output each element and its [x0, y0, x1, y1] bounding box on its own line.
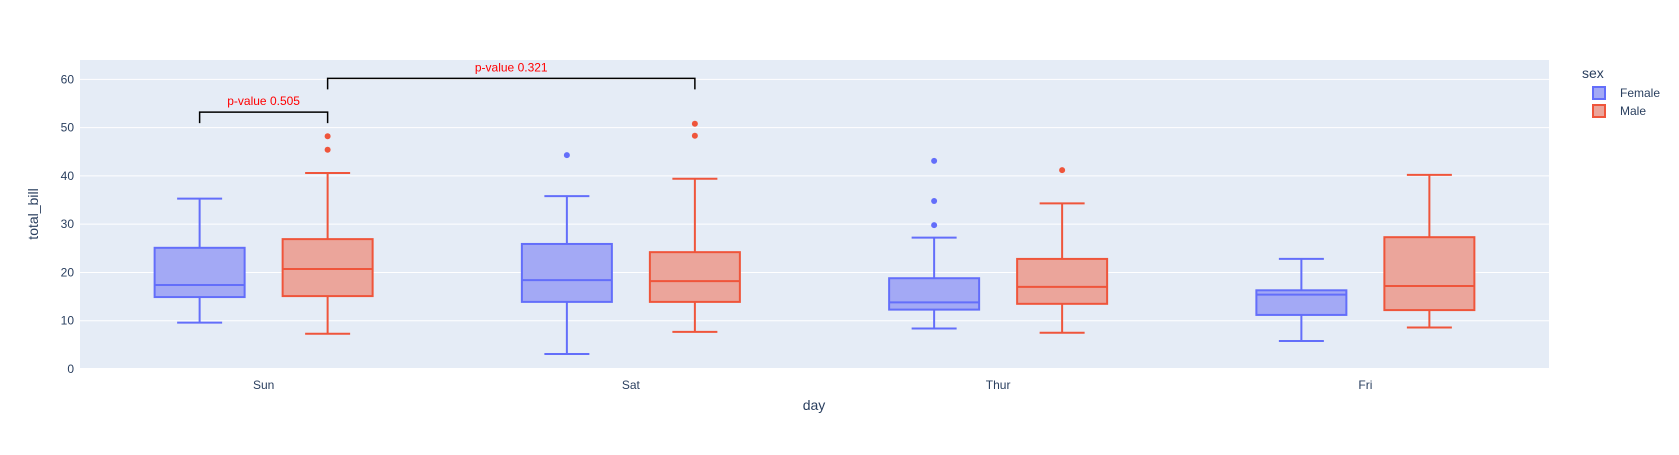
legend-label: Female — [1620, 86, 1660, 100]
box-iqr — [648, 251, 741, 303]
box-iqr — [1016, 257, 1109, 305]
significance-bracket — [326, 77, 696, 90]
box-female-sat — [520, 152, 613, 356]
p-value-label: p-value 0.321 — [475, 60, 548, 74]
y-tick-label: 40 — [61, 169, 75, 183]
boxes-layer — [153, 120, 1476, 356]
box-iqr — [153, 246, 246, 299]
box-female-fri — [1255, 257, 1348, 342]
outlier-point — [563, 152, 570, 159]
box-male-sat — [648, 120, 741, 333]
outlier-point — [931, 157, 938, 164]
outlier-point — [691, 120, 698, 127]
p-value-annotation: p-value 0.505 — [198, 94, 329, 124]
box-male-thur — [1016, 167, 1109, 334]
y-tick-label: 0 — [67, 362, 74, 376]
outlier-point — [324, 133, 331, 140]
outlier-point — [931, 222, 938, 229]
outlier-point — [324, 146, 331, 153]
legend: sex Female Male — [1582, 65, 1660, 118]
p-value-annotation: p-value 0.321 — [326, 60, 696, 90]
x-tick-label: Thur — [986, 378, 1011, 392]
outlier-point — [1059, 167, 1066, 174]
plot-background — [80, 60, 1549, 369]
box-female-sun — [153, 197, 246, 324]
x-tick-label: Sun — [253, 378, 274, 392]
x-tick-label: Fri — [1358, 378, 1372, 392]
y-tick-label: 50 — [61, 121, 75, 135]
legend-label: Male — [1620, 104, 1646, 118]
x-tick-label: Sat — [622, 378, 641, 392]
y-tick-label: 30 — [61, 217, 75, 231]
box-iqr — [888, 277, 981, 311]
annotations-layer: p-value 0.505 p-value 0.321 — [198, 60, 696, 124]
box-male-fri — [1383, 173, 1476, 329]
outlier-point — [691, 132, 698, 139]
legend-swatch — [1592, 104, 1606, 118]
legend-title: sex — [1582, 65, 1604, 81]
box-male-sun — [281, 133, 374, 335]
significance-bracket — [198, 111, 329, 124]
axis-layer: 0 10 20 30 40 50 60 Sun Sat Thur Fri — [61, 72, 1373, 392]
y-axis-title: total_bill — [25, 188, 41, 239]
box-female-thur — [888, 157, 981, 330]
y-tick-label: 20 — [61, 265, 75, 279]
outlier-point — [931, 197, 938, 204]
legend-item-female: Female — [1592, 86, 1660, 100]
box-iqr — [1383, 236, 1476, 312]
p-value-label: p-value 0.505 — [227, 94, 300, 108]
legend-swatch — [1592, 86, 1606, 100]
box-iqr — [281, 238, 374, 298]
y-tick-label: 60 — [61, 72, 75, 86]
y-tick-label: 10 — [61, 314, 75, 328]
box-iqr — [520, 242, 613, 303]
legend-item-male: Male — [1592, 104, 1646, 118]
x-axis-title: day — [803, 397, 826, 413]
